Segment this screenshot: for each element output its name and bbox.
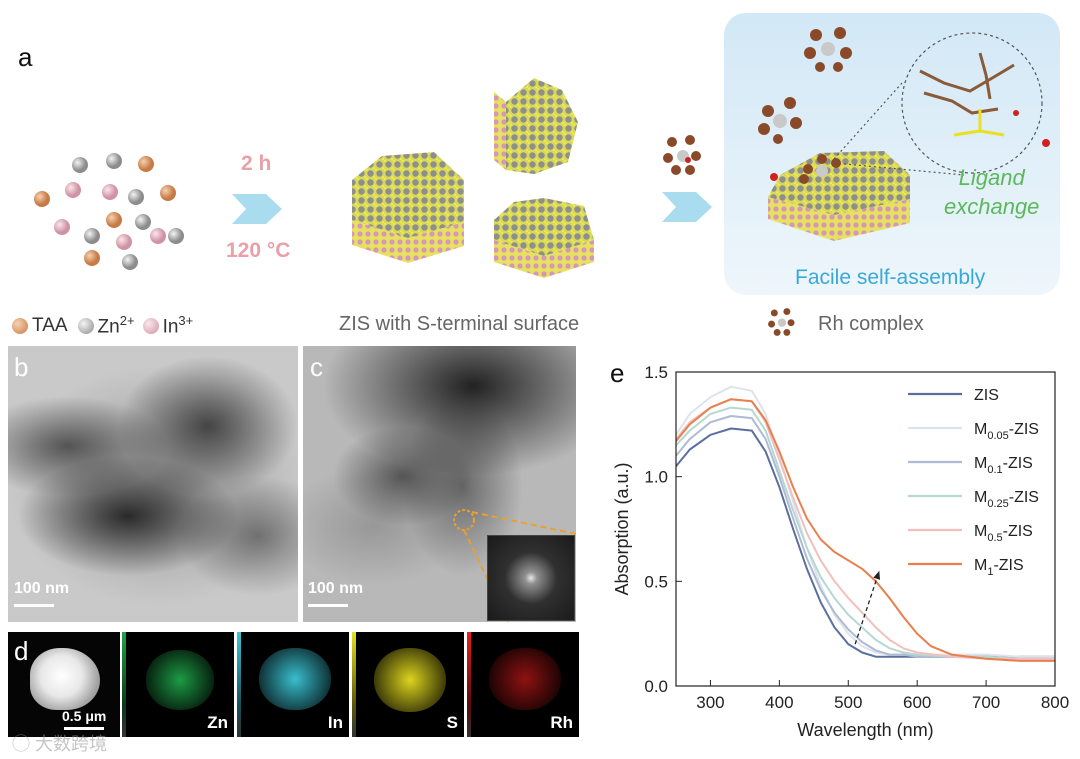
x-tick-label-500: 500: [834, 693, 862, 712]
scale-label-c: 100 nm: [308, 580, 364, 597]
y-tick-label-1.5: 1.5: [644, 363, 668, 382]
precursor-spheres: [34, 153, 184, 270]
y-tick-label-1.0: 1.0: [644, 468, 668, 487]
x-tick-label-400: 400: [765, 693, 793, 712]
zn-legend-element: Zn: [97, 316, 120, 338]
reaction-temperature: 120 °C: [226, 239, 291, 262]
eds-map-in-colorbar: [237, 632, 241, 737]
facile-self-assembly-label: Facile self-assembly: [795, 266, 986, 289]
panel-label-c: c: [310, 352, 323, 382]
in-legend-marker: [142, 317, 159, 334]
in-legend-element: In: [162, 316, 179, 338]
zis-nanosheets: [352, 78, 594, 278]
series-line-5: [675, 398, 1055, 662]
eds-map-zn-label: Zn: [207, 713, 228, 732]
eds-map-rh-colorbar: [467, 632, 471, 737]
y-tick-label-0.5: 0.5: [644, 572, 668, 591]
scale-bar-c: [308, 604, 348, 607]
eds-map-rh-signal: [489, 648, 561, 710]
eds-map-zn: Zn: [122, 632, 234, 737]
exchange-word: exchange: [944, 194, 1040, 219]
tem-image-b: [8, 346, 298, 622]
x-tick-label-800: 800: [1041, 693, 1069, 712]
legend-label-5: M1-ZIS: [974, 557, 1024, 578]
eds-map-rh: Rh: [467, 632, 579, 737]
zis-caption: ZIS with S-terminal surface: [339, 313, 580, 335]
legend-label-0: ZIS: [974, 387, 999, 404]
x-tick-label-300: 300: [696, 693, 724, 712]
in-legend-charge: 3+: [178, 313, 194, 328]
watermark: ◯ 大数跨境: [12, 730, 107, 756]
scale-label-b: 100 nm: [14, 580, 70, 597]
eds-map-in-label: In: [327, 713, 343, 732]
legend-label-2: M0.1-ZIS: [974, 455, 1033, 476]
ligand-word: Ligand: [958, 165, 1025, 190]
step-arrow-1: [232, 194, 282, 224]
step-arrow-2: [662, 192, 712, 222]
plot-frame: [675, 371, 1056, 687]
panel-label-e: e: [610, 358, 625, 388]
panel-label-b: b: [14, 352, 29, 382]
zn-legend-label: Zn2+: [98, 313, 135, 338]
eds-map-in: In: [237, 632, 349, 737]
zn-legend-marker: [77, 317, 94, 334]
haadf-particle: [30, 648, 100, 710]
rh-complex-molecule: [663, 135, 701, 175]
eds-map-in-signal: [259, 648, 331, 710]
assembly-illustration: [758, 27, 1050, 241]
rh-complex-caption: Rh complex: [818, 313, 924, 335]
watermark-logo-icon: ◯: [12, 734, 30, 754]
taa-legend-marker: [12, 317, 28, 334]
fft-inset: [487, 535, 575, 621]
scale-label-d: 0.5 μm: [62, 708, 107, 724]
x-tick-label-600: 600: [903, 693, 931, 712]
scale-bar-b: [14, 604, 54, 607]
rh-complex-legend-icon: [768, 308, 795, 336]
x-tick-label-700: 700: [972, 693, 1000, 712]
watermark-text: 大数跨境: [35, 734, 108, 754]
legend-label-1: M0.05-ZIS: [974, 421, 1039, 442]
taa-legend-label: TAA: [32, 314, 68, 336]
reaction-time: 2 h: [241, 152, 272, 175]
x-axis-label: Wavelength (nm): [797, 720, 933, 740]
legend-label-3: M0.25-ZIS: [974, 489, 1039, 510]
self-assembly-box: [724, 13, 1060, 295]
zn-legend-charge: 2+: [119, 313, 135, 328]
haadf-image: [8, 632, 120, 737]
trend-arrow-head: [873, 570, 881, 580]
eds-map-s-colorbar: [352, 632, 356, 737]
trend-arrow: [854, 570, 880, 645]
eds-map-zn-signal: [146, 650, 214, 710]
absorption-chart: 300 400 500 600 700 800 0.0 0.5 1.0 1.5 Wavelength…: [612, 363, 1069, 740]
eds-map-rh-label: Rh: [550, 713, 573, 732]
legend-label-4: M0.5-ZIS: [974, 523, 1033, 544]
panel-label-d: d: [14, 636, 29, 666]
in-legend-label: In3+: [163, 313, 194, 338]
panel-label-a: a: [18, 42, 33, 72]
tem-image-c: [303, 346, 576, 622]
precursor-legend: TAA Zn2+ In3+: [12, 313, 193, 338]
eds-map-s: S: [352, 632, 464, 737]
eds-map-s-label: S: [446, 713, 458, 732]
ligand-exchange-label: Ligand exchange: [944, 163, 1039, 221]
y-tick-label-0.0: 0.0: [644, 677, 668, 696]
eds-map-zn-colorbar: [122, 632, 126, 737]
eds-map-s-signal: [374, 648, 446, 712]
scale-bar-d: [64, 727, 104, 730]
y-axis-label: Absorption (a.u.): [612, 462, 632, 595]
